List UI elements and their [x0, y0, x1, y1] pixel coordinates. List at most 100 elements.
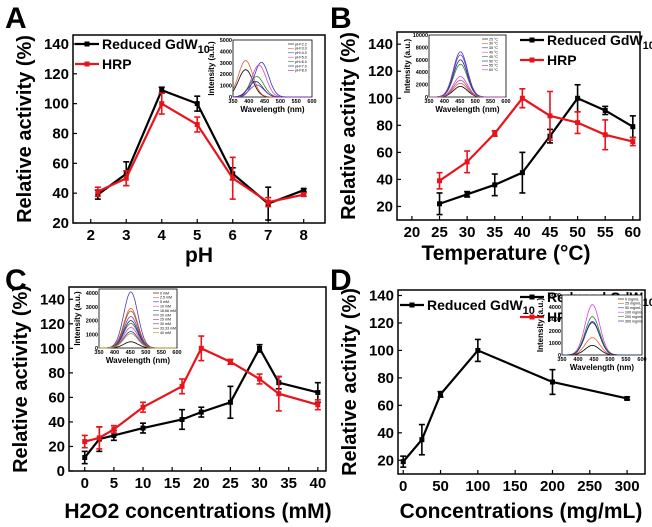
- inset-x-tick-label: 500: [605, 357, 614, 363]
- y-tick-label: 20: [376, 198, 393, 215]
- x-tick-label: 100: [465, 478, 490, 495]
- legend-label: Reduced GdW10: [427, 297, 535, 317]
- inset-y-tick-label: 3000: [220, 61, 232, 67]
- y-tick-label: 40: [377, 425, 394, 442]
- inset-x-tick-label: 350: [424, 99, 433, 105]
- data-point: [276, 391, 282, 397]
- inset-y-tick-label: 2000: [416, 83, 428, 89]
- inset-y-title: Intensity (a.u.): [73, 291, 82, 346]
- y-tick-label: 60: [52, 155, 69, 172]
- x-tick-label: 2: [87, 227, 95, 244]
- inset-legend-label: pH=3.0: [295, 47, 307, 51]
- inset-legend-label: 60 °C: [489, 68, 498, 72]
- x-tick-label: 0: [399, 478, 407, 495]
- inset-x-tick-label: 450: [260, 99, 269, 105]
- legend-marker: [529, 57, 535, 63]
- data-point: [602, 132, 608, 138]
- inset-legend-label: 30 mM: [160, 322, 171, 326]
- x-tick-label: 35: [486, 224, 503, 241]
- inset-y-tick-label: 4000: [220, 49, 232, 55]
- y-tick-label: 20: [48, 438, 65, 455]
- x-axis-title: pH: [185, 244, 213, 267]
- y-tick-label: 100: [369, 342, 394, 359]
- inset-x-tick-label: 450: [126, 350, 135, 356]
- y-tick-label: 80: [48, 365, 65, 382]
- data-point: [198, 345, 204, 351]
- inset-y-tick-label: 5000: [220, 38, 232, 44]
- panel-D: D 0 50 100 150 200 250 300 20 40 60 80 100 120 140 Conc…: [330, 264, 647, 523]
- y-tick-label: 120: [44, 66, 69, 83]
- x-tick-label: 8: [300, 227, 308, 244]
- data-point: [437, 178, 443, 184]
- x-tick-label: 3: [122, 227, 130, 244]
- x-tick-label: 60: [624, 224, 641, 241]
- panel-letter: C: [5, 264, 27, 297]
- y-tick-label: 60: [48, 389, 65, 406]
- inset-y-tick-label: 2000: [220, 72, 232, 78]
- series-line: [97, 102, 304, 204]
- data-point: [179, 416, 185, 422]
- inset-y-tick-label: 0: [95, 346, 98, 352]
- inset-x-tick-label: 550: [486, 99, 495, 105]
- data-point: [265, 199, 271, 205]
- x-tick-label: 20: [404, 224, 421, 241]
- data-point: [301, 187, 307, 193]
- inset-y-title: Intensity (a.u.): [207, 41, 216, 96]
- inset-spectra: 25 °C30 °C35 °C40 °C45 °C50 °C55 °C60 °C…: [403, 33, 511, 114]
- y-tick-label: 100: [40, 340, 65, 357]
- data-point: [301, 192, 307, 198]
- inset-x-tick-label: 400: [573, 357, 582, 363]
- series-line: [84, 346, 319, 443]
- x-tick-label: 200: [540, 478, 565, 495]
- x-tick-label: 40: [309, 475, 326, 492]
- inset-x-tick-label: 350: [94, 350, 103, 356]
- panel-letter: A: [5, 2, 27, 35]
- data-point: [140, 404, 146, 410]
- x-tick-label: 5: [110, 475, 118, 492]
- data-point: [111, 426, 117, 432]
- inset-legend-label: pH=7.0: [295, 64, 307, 68]
- data-point: [159, 101, 165, 107]
- inset-frame: [232, 39, 313, 98]
- spectrum-curve: [232, 84, 312, 98]
- plot-frame: [397, 289, 646, 475]
- inset-x-title: Wavelength (nm): [570, 363, 634, 372]
- data-point: [602, 107, 608, 113]
- spectrum-curve: [429, 79, 506, 98]
- data-point: [227, 359, 233, 365]
- inset-legend-label: pH=5.0: [295, 56, 307, 60]
- inset-y-tick-label: 1000: [549, 341, 561, 347]
- inset-legend-label: 40 °C: [489, 51, 498, 55]
- series-hrp: HRP: [75, 56, 307, 208]
- legend-marker: [529, 314, 535, 320]
- data-point: [315, 389, 321, 395]
- inset-y-tick-label: 3000: [86, 305, 98, 311]
- x-tick-label: 25: [222, 475, 239, 492]
- inset-frame: [561, 294, 643, 356]
- x-axis-title: H2O2 concentrations (mM): [64, 500, 331, 523]
- inset-legend-label: 0 mM: [160, 291, 169, 295]
- inset-x-tick-label: 500: [276, 99, 285, 105]
- y-tick-label: 140: [368, 36, 393, 53]
- data-point: [111, 432, 117, 438]
- inset-y-tick-label: 4000: [416, 70, 428, 76]
- y-tick-label: 60: [376, 144, 393, 161]
- inset-x-title: Wavelength (nm): [240, 105, 304, 114]
- x-tick-label: 55: [597, 224, 614, 241]
- y-tick-label: 140: [369, 287, 394, 304]
- data-point: [630, 124, 636, 130]
- plot-frame: [396, 31, 641, 221]
- panel-B: B 20 25 30 35 40 45 50 55 60 20 40 60 80 100 120 140 Temp…: [330, 2, 652, 265]
- inset-legend-label: 5 mM: [160, 300, 169, 304]
- legend-marker: [409, 302, 415, 308]
- inset-x-tick-label: 550: [157, 350, 166, 356]
- inset-spectra: pH=2.2pH=3.0pH=4.0pH=5.0pH=6.0pH=7.0pH=8…: [207, 38, 317, 114]
- inset-x-tick-label: 400: [244, 99, 253, 105]
- data-point: [230, 175, 236, 181]
- data-point: [257, 376, 263, 382]
- data-point: [227, 399, 233, 405]
- inset-y-tick-label: 3000: [549, 317, 561, 323]
- inset-legend-label: 35 °C: [489, 46, 498, 50]
- data-point: [437, 201, 443, 207]
